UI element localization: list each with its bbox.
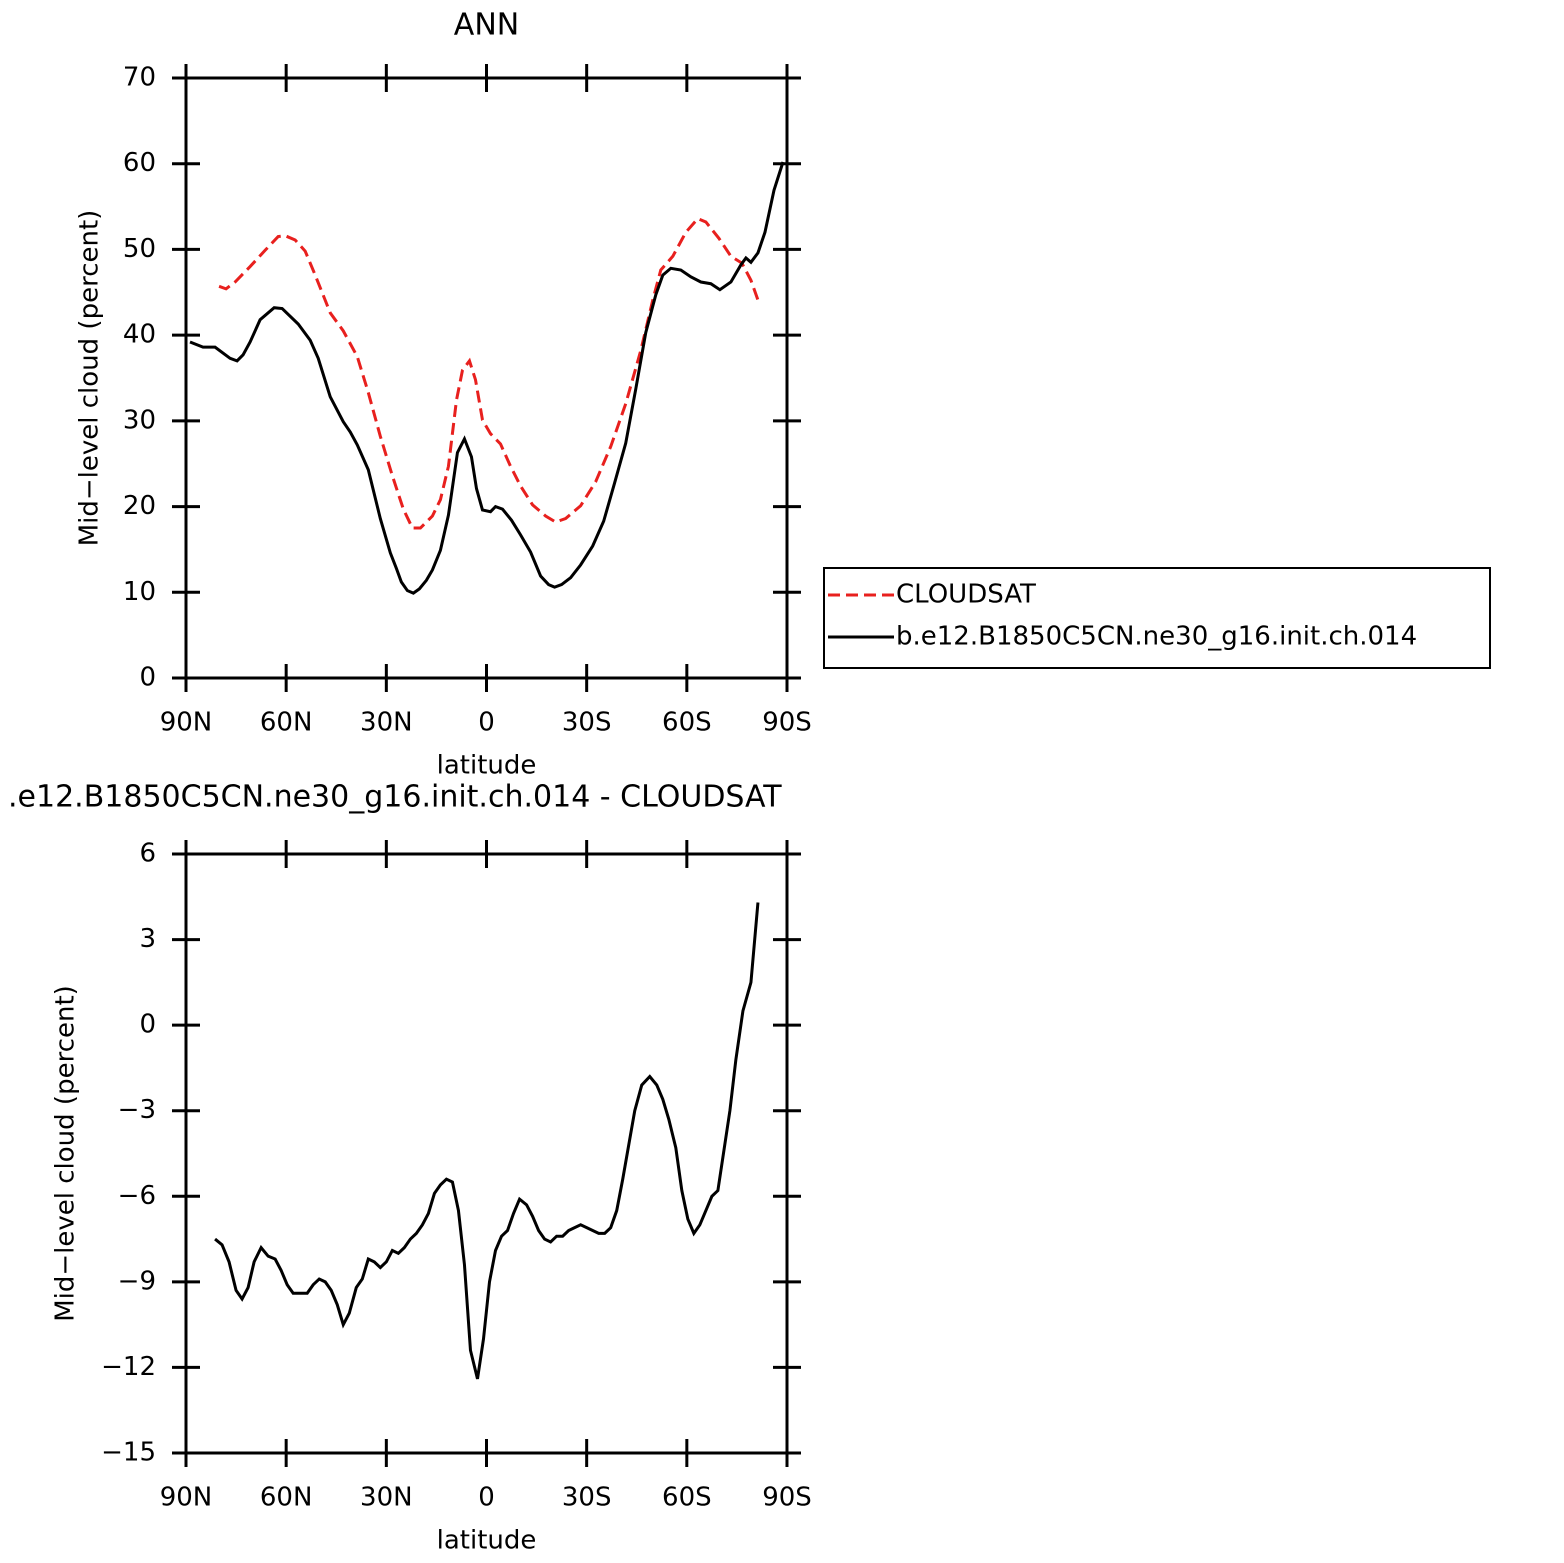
- x-axis-label: latitude: [437, 1526, 537, 1556]
- data-line: [218, 216, 760, 530]
- y-tick-label: 70: [123, 63, 156, 93]
- y-tick-label: 10: [123, 577, 156, 607]
- y-tick-label: −12: [101, 1352, 156, 1382]
- y-tick-label: 3: [139, 924, 156, 954]
- y-tick-label: 40: [123, 320, 156, 350]
- legend-label: b.e12.B1850C5CN.ne30_g16.init.ch.014: [896, 622, 1417, 652]
- x-tick-label: 90S: [762, 708, 812, 738]
- x-axis-label: latitude: [437, 751, 537, 781]
- y-axis-label: Mid−level cloud (percent): [75, 210, 105, 547]
- x-tick-label: 90N: [160, 708, 213, 738]
- chart-title: ANN: [454, 8, 519, 43]
- chart-title: .e12.B1850C5CN.ne30_g16.init.ch.014 - CL…: [8, 780, 782, 815]
- x-tick-label: 0: [478, 708, 495, 738]
- data-line: [189, 161, 785, 595]
- y-tick-label: 30: [123, 405, 156, 435]
- data-line: [214, 902, 760, 1380]
- y-tick-label: 0: [139, 1010, 156, 1040]
- y-tick-label: −6: [118, 1181, 156, 1211]
- y-tick-label: −15: [101, 1438, 156, 1468]
- x-tick-label: 60N: [260, 1483, 313, 1513]
- x-tick-label: 0: [478, 1483, 495, 1513]
- x-tick-label: 60S: [662, 708, 712, 738]
- x-tick-label: 60S: [662, 1483, 712, 1513]
- x-tick-label: 30N: [360, 708, 413, 738]
- x-tick-label: 60N: [260, 708, 313, 738]
- y-tick-label: 20: [123, 491, 156, 521]
- y-tick-label: 50: [123, 234, 156, 264]
- y-tick-label: 0: [139, 663, 156, 693]
- x-tick-label: 30S: [562, 708, 612, 738]
- y-tick-label: 6: [139, 839, 156, 869]
- x-tick-label: 30S: [562, 1483, 612, 1513]
- y-tick-label: 60: [123, 148, 156, 178]
- legend-label: CLOUDSAT: [896, 580, 1036, 610]
- y-tick-label: −3: [118, 1095, 156, 1125]
- legend-box: [823, 567, 1491, 669]
- y-tick-label: −9: [118, 1266, 156, 1296]
- x-tick-label: 30N: [360, 1483, 413, 1513]
- x-tick-label: 90N: [160, 1483, 213, 1513]
- y-axis-label: Mid−level cloud (percent): [51, 985, 81, 1322]
- plot-frame: [184, 852, 789, 1455]
- plot-frame: [184, 76, 789, 680]
- x-tick-label: 90S: [762, 1483, 812, 1513]
